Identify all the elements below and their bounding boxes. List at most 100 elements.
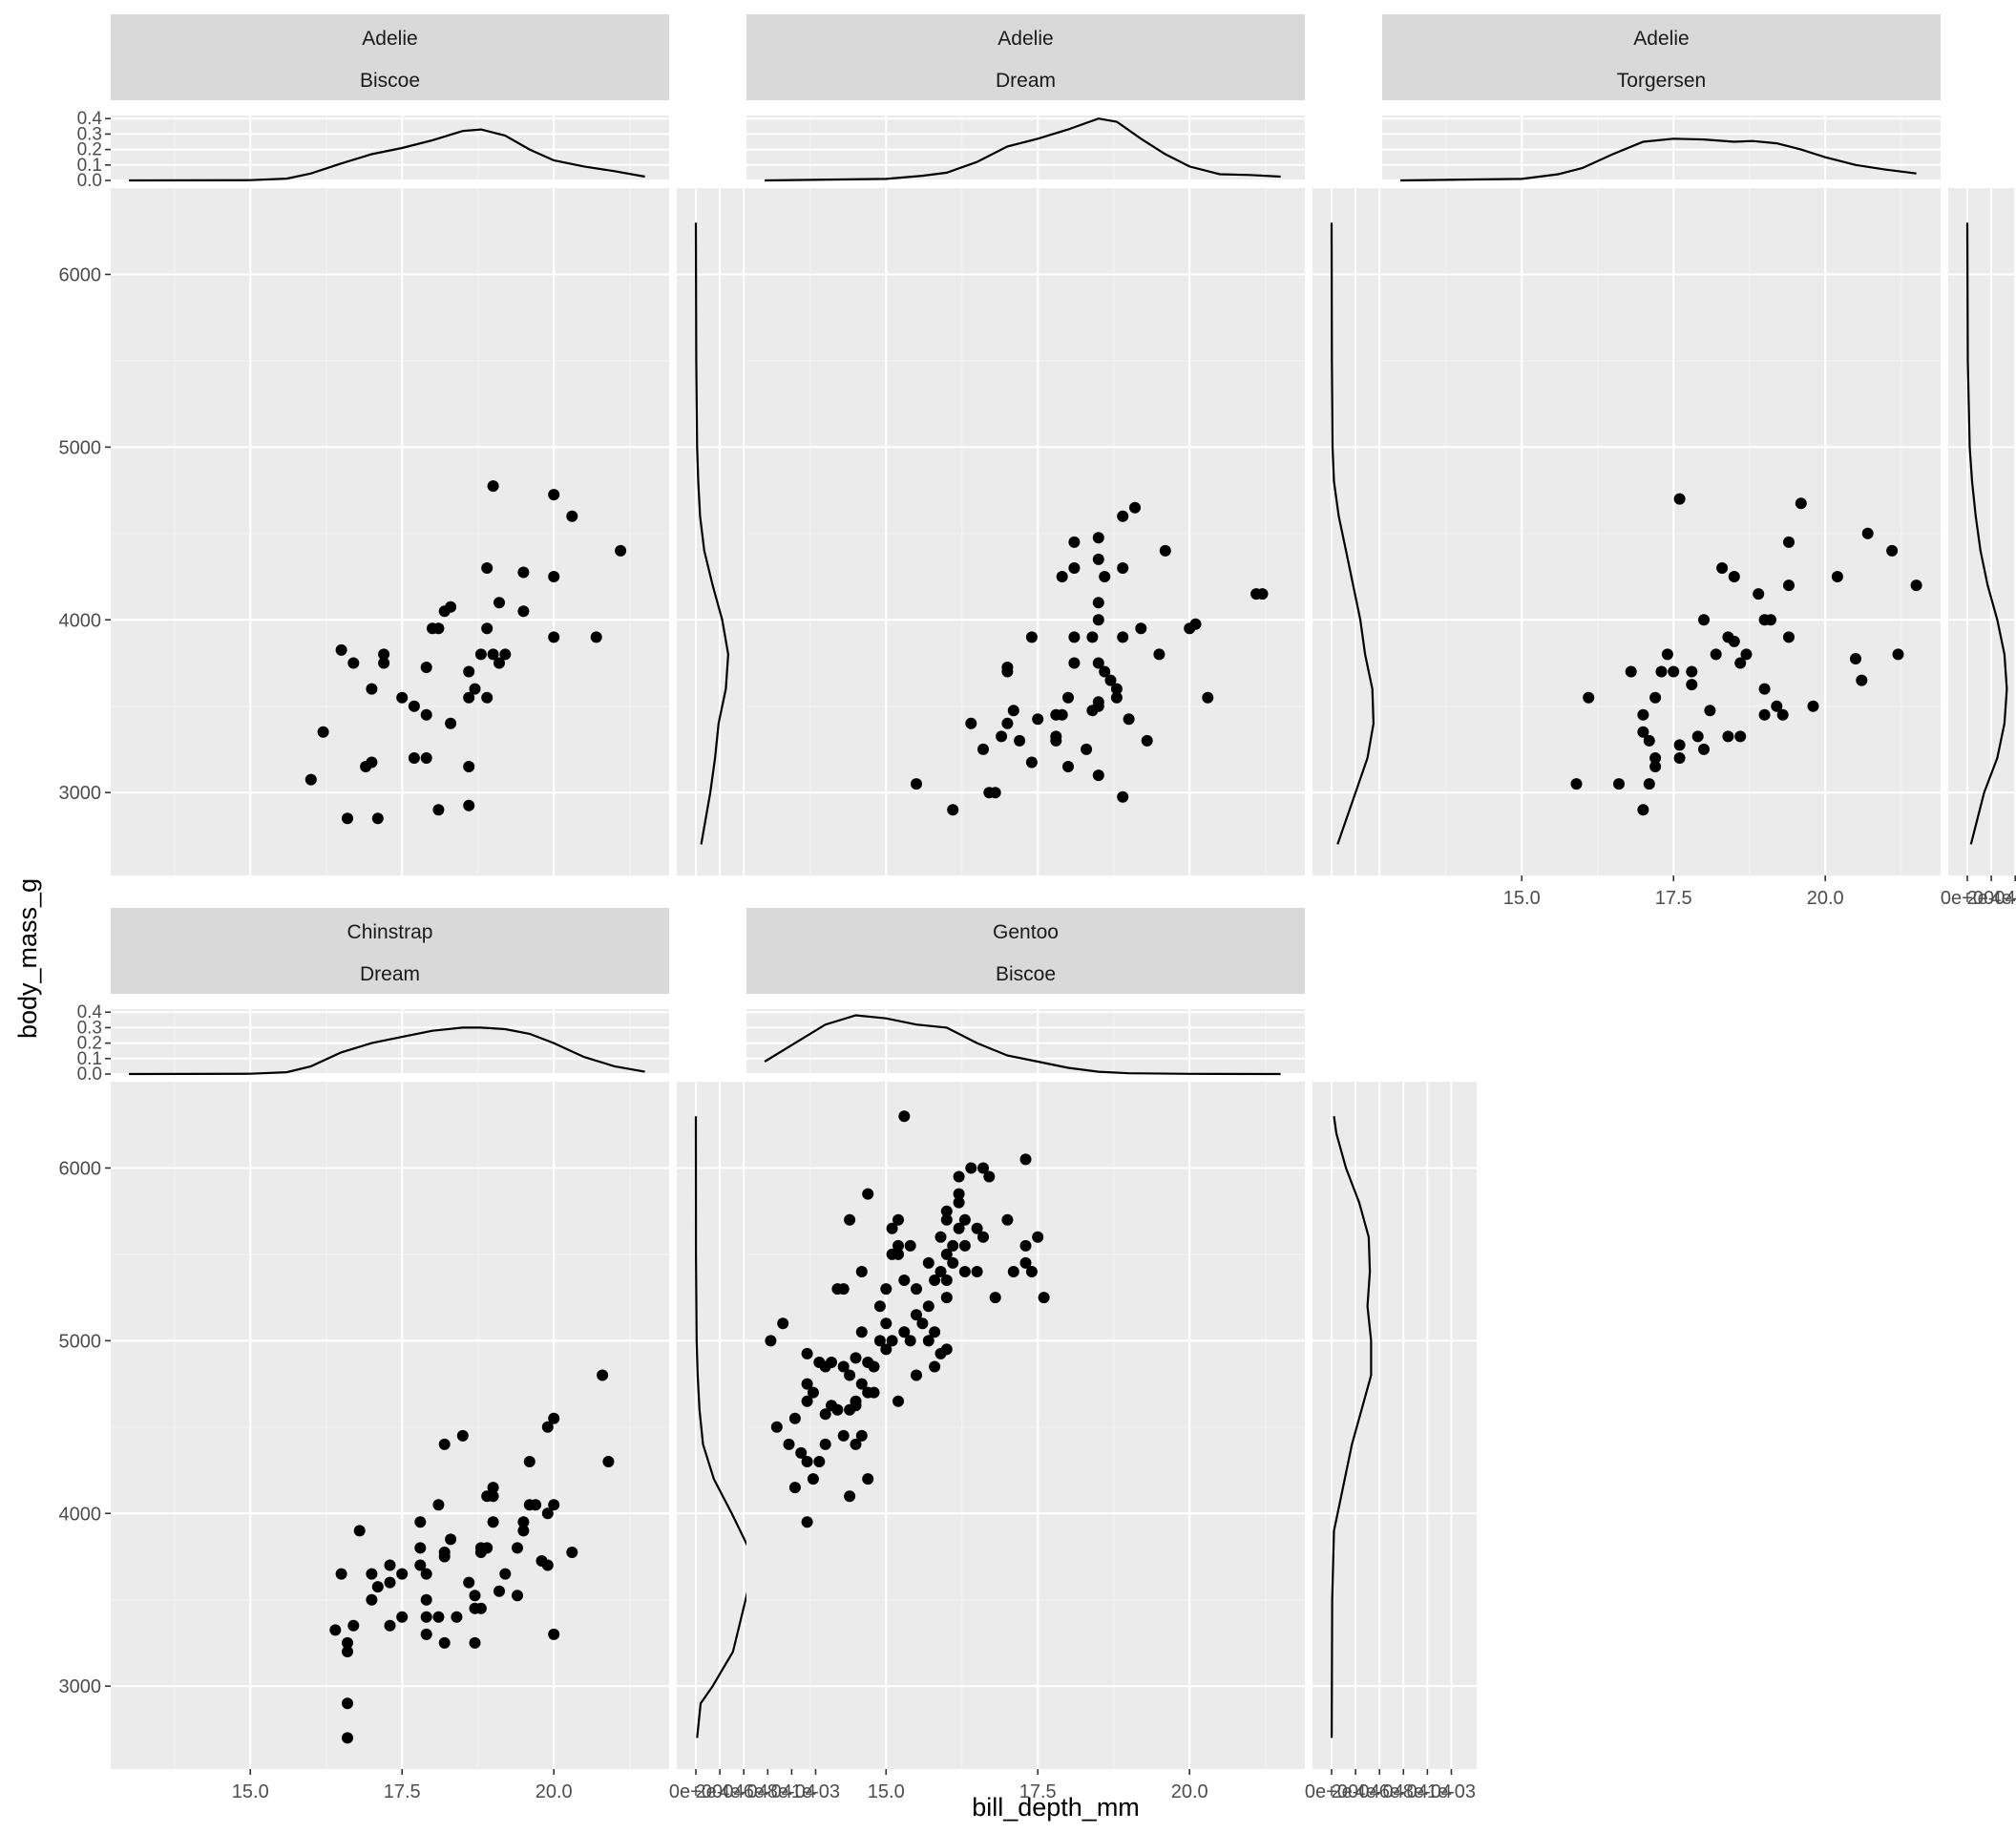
data-point [801,1456,813,1467]
data-point [795,1446,808,1459]
data-point [548,1499,560,1511]
data-point [1032,713,1044,726]
data-point [1159,544,1171,557]
data-point [837,1360,850,1373]
data-point [602,1456,615,1467]
strip-label-species: Gentoo [993,921,1059,943]
data-point [1068,562,1081,574]
data-point [1038,1292,1050,1304]
data-point [958,1266,971,1277]
right-density-curve [1330,222,1376,845]
data-point [445,600,457,613]
data-point [1068,536,1081,548]
data-point [940,1343,953,1356]
strip-label-island: Dream [360,963,420,985]
data-point [335,643,347,656]
data-point [892,1248,904,1260]
y-tick-label: 3000 [59,1676,102,1697]
data-point [342,812,353,825]
data-point [892,1395,904,1407]
top-density-curve [129,1026,645,1076]
data-point [541,1559,554,1571]
data-point [929,1326,941,1338]
right-density-tick-label: 8e-04 [1403,1781,1452,1802]
data-point [947,1256,959,1269]
x-axis-title: bill_depth_mm [972,1793,1140,1822]
data-point [777,1317,789,1330]
data-point [445,717,457,729]
top-density-background [111,116,669,180]
data-point [850,1352,862,1364]
data-point [1673,752,1686,764]
strip-label-species: Adelie [1633,28,1689,50]
data-point [1856,674,1868,686]
data-point [898,1110,911,1123]
data-point [445,1533,457,1546]
data-point [347,657,360,669]
top-density-tick-label: 0.2 [77,140,102,160]
data-point [929,1360,941,1373]
data-point [384,1576,396,1589]
data-point [1643,734,1655,747]
data-point [911,1369,922,1381]
data-point [947,804,959,816]
data-point [958,1239,971,1252]
data-point [499,648,512,661]
data-point [1129,501,1141,514]
right-density-background [1312,1082,1477,1769]
data-point [469,1590,481,1602]
data-point [1081,743,1093,755]
data-point [770,1421,783,1433]
data-point [819,1408,831,1421]
data-point [831,1403,844,1416]
data-point [868,1360,880,1373]
data-point [953,1222,965,1234]
panel-background [1382,188,1941,875]
data-point [1637,708,1649,721]
data-point [1613,778,1625,790]
top-density-curve [764,1014,1281,1076]
data-point [1686,679,1698,691]
data-point [983,1170,996,1183]
right-density-tick-label: 8e-04 [767,1781,816,1802]
x-tick-label: 15.0 [868,1781,905,1802]
data-point [342,1636,353,1649]
data-point [765,1335,777,1347]
data-point [1753,588,1765,600]
data-point [566,1547,578,1558]
data-point [438,1636,451,1649]
right-density-tick-label: 0e+00 [669,1781,723,1802]
data-point [850,1438,862,1450]
data-point [1104,674,1117,686]
data-point [548,1412,560,1424]
data-point [1776,708,1789,721]
strip-label-island: Biscoe [360,70,420,92]
data-point [463,799,475,811]
facet-strip [1382,14,1941,100]
facet-strip [111,14,669,100]
data-point [494,1585,505,1597]
data-point [807,1386,819,1399]
data-point [1892,648,1904,661]
data-point [1099,665,1111,678]
top-density-curve [1400,137,1917,182]
data-point [530,1499,542,1511]
data-point [1056,708,1068,721]
data-point [989,787,1001,799]
top-density-tick-label: 0.3 [77,1018,102,1038]
data-point [414,1559,427,1571]
top-density-tick-label: 0.0 [77,171,102,191]
data-point [456,1429,469,1442]
y-tick-label: 4000 [59,1504,102,1525]
facet-panels: AdelieBiscoe0.00.10.20.30.43000400050006… [59,14,2016,1802]
data-point [432,1611,445,1623]
data-point [844,1213,856,1226]
top-density-tick-label: 0.1 [77,156,102,176]
y-tick-label: 4000 [59,610,102,631]
data-point [916,1317,929,1330]
data-point [342,1646,353,1657]
data-point [366,756,378,769]
data-point [965,1162,977,1174]
data-point [481,691,494,704]
